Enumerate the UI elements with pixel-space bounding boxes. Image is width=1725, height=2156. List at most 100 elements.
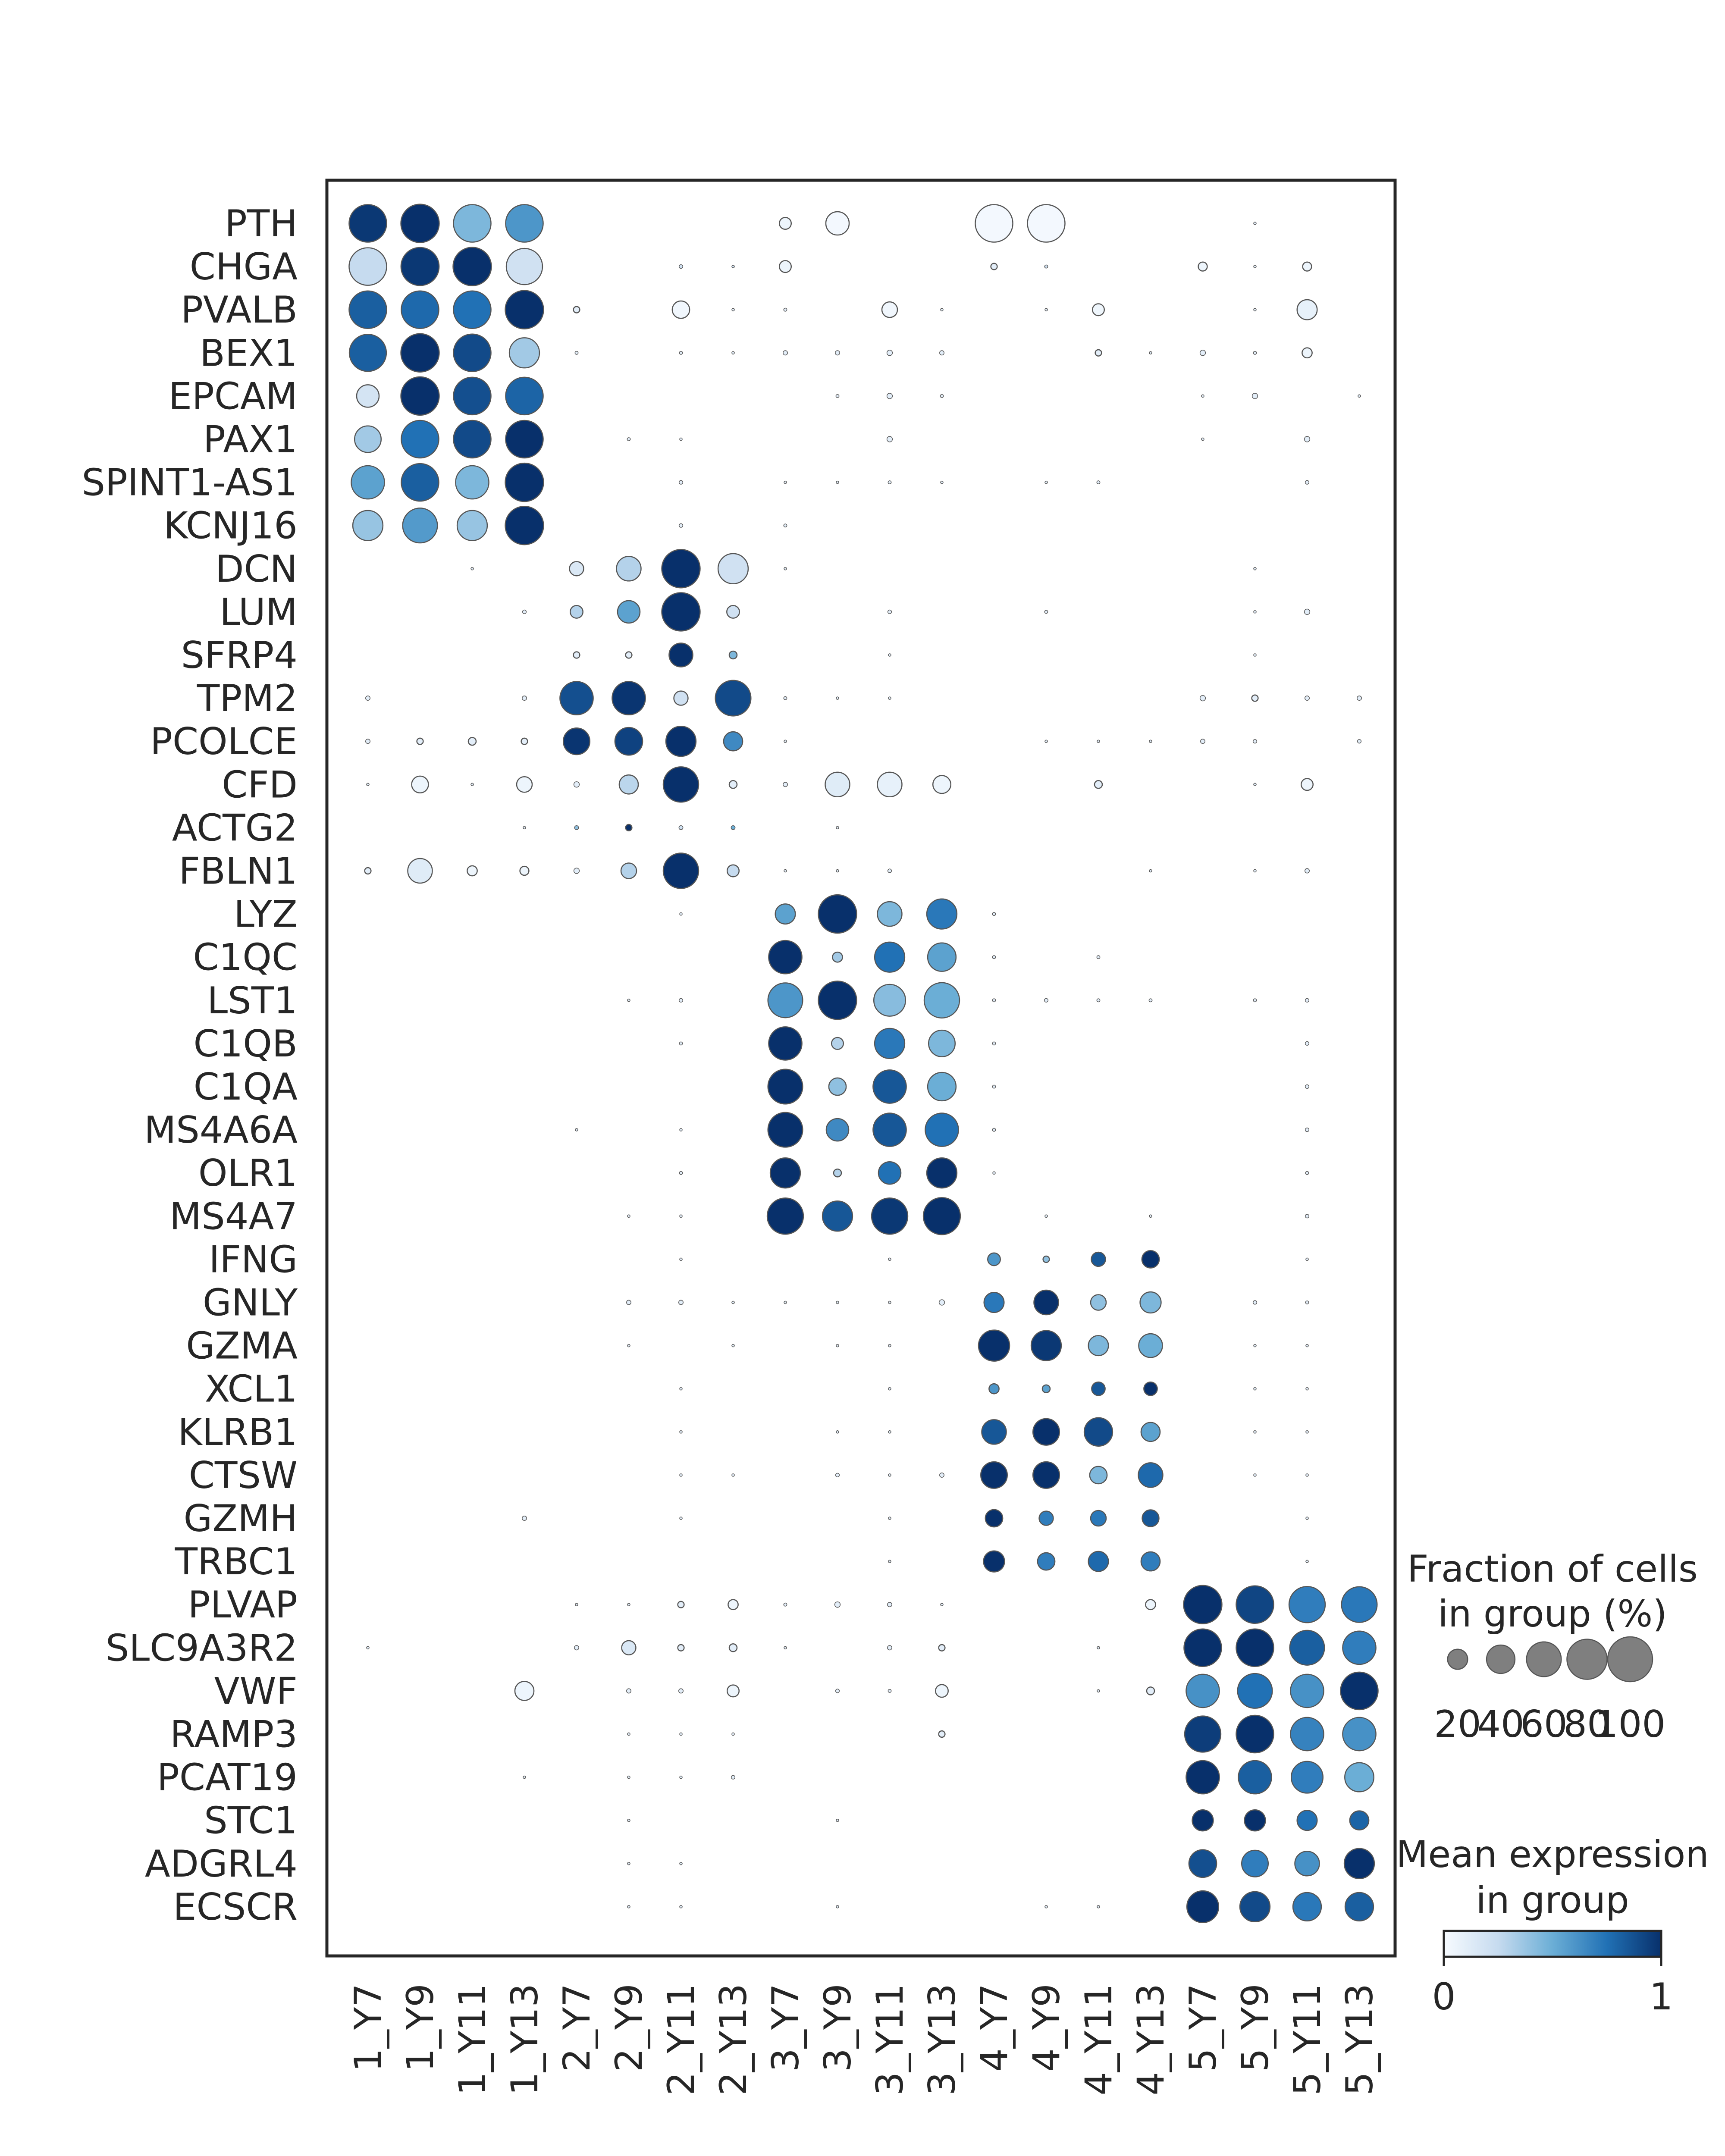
- dot-epcam-1-y7: [356, 384, 380, 408]
- dot-lst1-4-y13: [1148, 998, 1153, 1003]
- dot-spint1-as1-3-y13: [940, 480, 944, 484]
- gene-label-pax1: PAX1: [203, 418, 298, 461]
- dot-pcolce-4-y9: [1044, 740, 1048, 743]
- dot-plvap-3-y13: [940, 1603, 944, 1606]
- dot-lum-2-y9: [617, 600, 641, 624]
- dot-sfrp4-3-y11: [888, 653, 891, 657]
- dot-vwf-2-y13: [726, 1684, 740, 1698]
- dot-pcolce-4-y13: [1149, 740, 1152, 743]
- dot-ms4a6a-2-y11: [679, 1128, 683, 1131]
- group-label-2-y11: 2_Y11: [660, 1984, 703, 2096]
- dot-lst1-2-y9: [627, 999, 630, 1002]
- gene-label-klrb1: KLRB1: [178, 1411, 298, 1454]
- dot-plvap-5-y11: [1288, 1586, 1326, 1623]
- gene-label-spint1-as1: SPINT1-AS1: [82, 461, 298, 505]
- dot-ctsw-5-y11: [1305, 1473, 1309, 1477]
- dot-fbln1-3-y7: [784, 869, 787, 873]
- dot-pth-4-y7: [975, 204, 1013, 243]
- dot-ramp3-5-y9: [1236, 1714, 1274, 1754]
- gene-label-tpm2: TPM2: [197, 677, 298, 720]
- dot-pvalb-1-y9: [401, 290, 439, 329]
- dot-pax1-1-y11: [453, 420, 492, 459]
- gene-label-c1qb: C1QB: [194, 1022, 298, 1065]
- dot-tpm2-3-y7: [783, 696, 787, 700]
- dot-pcat19-5-y9: [1238, 1760, 1272, 1795]
- dot-plvap-4-y13: [1145, 1599, 1156, 1611]
- dot-ctsw-5-y9: [1253, 1473, 1257, 1477]
- dot-bex1-4-y11: [1095, 349, 1102, 357]
- dot-pth-1-y7: [348, 204, 387, 243]
- gene-label-c1qa: C1QA: [194, 1065, 298, 1109]
- gene-label-lst1: LST1: [207, 979, 298, 1022]
- dot-slc9a3r2-4-y11: [1097, 1646, 1100, 1650]
- dot-dcn-2-y11: [661, 549, 701, 589]
- dot-ifng-4-y11: [1091, 1251, 1106, 1267]
- dot-cfd-3-y13: [932, 775, 952, 794]
- group-label-1-y11: 1_Y11: [451, 1984, 494, 2096]
- dot-pcolce-1-y7: [365, 739, 370, 744]
- gene-label-pth: PTH: [225, 202, 298, 245]
- dot-sfrp4-2-y9: [625, 651, 633, 659]
- dot-gnly-4-y13: [1139, 1291, 1162, 1314]
- color-legend-title-line1: Mean expression: [1396, 1833, 1709, 1876]
- dot-adgrl4-5-y13: [1343, 1848, 1375, 1879]
- dot-spint1-as1-3-y7: [784, 480, 787, 484]
- group-label-2-y7: 2_Y7: [555, 1984, 599, 2072]
- dot-ramp3-2-y11: [679, 1732, 683, 1736]
- group-label-3-y9: 3_Y9: [816, 1984, 859, 2072]
- dot-gzmh-4-y7: [985, 1509, 1004, 1528]
- gene-label-trbc1: TRBC1: [174, 1540, 298, 1583]
- dot-trbc1-3-y11: [888, 1560, 891, 1563]
- dot-bex1-2-y11: [679, 351, 683, 355]
- dot-stc1-5-y13: [1349, 1810, 1370, 1831]
- dot-trbc1-4-y13: [1140, 1551, 1161, 1572]
- dot-actg2-2-y7: [574, 825, 579, 830]
- dot-gzma-2-y13: [731, 1344, 735, 1348]
- dot-fbln1-4-y13: [1149, 869, 1152, 873]
- dot-fbln1-2-y13: [726, 864, 740, 877]
- dot-lst1-2-y11: [678, 998, 684, 1003]
- dot-stc1-2-y9: [627, 1818, 630, 1822]
- dot-ms4a6a-3-y13: [925, 1112, 959, 1147]
- dot-ms4a7-3-y13: [922, 1197, 961, 1235]
- dot-cfd-1-y13: [516, 776, 533, 793]
- dot-chga-2-y11: [678, 264, 684, 269]
- dot-ramp3-5-y11: [1290, 1717, 1324, 1752]
- dot-pvalb-1-y7: [348, 290, 387, 329]
- gene-label-xcl1: XCL1: [205, 1368, 298, 1411]
- dot-pax1-1-y7: [354, 425, 382, 453]
- dot-gnly-5-y11: [1305, 1300, 1309, 1304]
- dot-ms4a6a-4-y7: [992, 1128, 996, 1132]
- dot-vwf-3-y9: [835, 1689, 840, 1693]
- dot-vwf-4-y11: [1097, 1689, 1100, 1693]
- dot-kcnj16-3-y7: [783, 523, 787, 528]
- dot-chga-5-y7: [1198, 261, 1208, 272]
- dot-xcl1-5-y9: [1253, 1387, 1257, 1391]
- dot-spint1-as1-3-y11: [888, 480, 892, 485]
- dot-ifng-2-y11: [679, 1257, 683, 1261]
- dot-ifng-4-y9: [1042, 1255, 1050, 1263]
- gene-label-cfd: CFD: [222, 763, 298, 806]
- size-legend-title-line2: in group (%): [1438, 1592, 1667, 1636]
- size-legend-dot-80: [1566, 1639, 1608, 1680]
- dot-ctsw-4-y11: [1089, 1466, 1108, 1485]
- dot-sfrp4-2-y11: [668, 642, 693, 667]
- gene-label-pcolce: PCOLCE: [150, 720, 298, 763]
- dot-ms4a6a-3-y7: [767, 1112, 803, 1148]
- dot-olr1-4-y7: [992, 1171, 996, 1175]
- dot-pth-3-y9: [825, 211, 850, 236]
- dot-sfrp4-2-y7: [573, 651, 580, 659]
- dot-slc9a3r2-3-y11: [887, 1645, 892, 1651]
- dot-tpm2-3-y9: [836, 696, 839, 700]
- dot-cfd-2-y9: [618, 774, 639, 795]
- gene-label-adgrl4: ADGRL4: [145, 1843, 298, 1886]
- dot-c1qa-3-y13: [927, 1072, 957, 1102]
- dot-lyz-3-y9: [818, 894, 857, 934]
- size-legend-tick-60: 60: [1520, 1703, 1567, 1746]
- dot-c1qb-3-y11: [874, 1028, 906, 1059]
- dot-pvalb-1-y13: [505, 290, 544, 329]
- dot-epcam-1-y13: [505, 376, 544, 416]
- dot-xcl1-4-y13: [1143, 1381, 1158, 1396]
- dot-cfd-2-y13: [728, 780, 738, 789]
- dot-spint1-as1-1-y13: [505, 462, 544, 502]
